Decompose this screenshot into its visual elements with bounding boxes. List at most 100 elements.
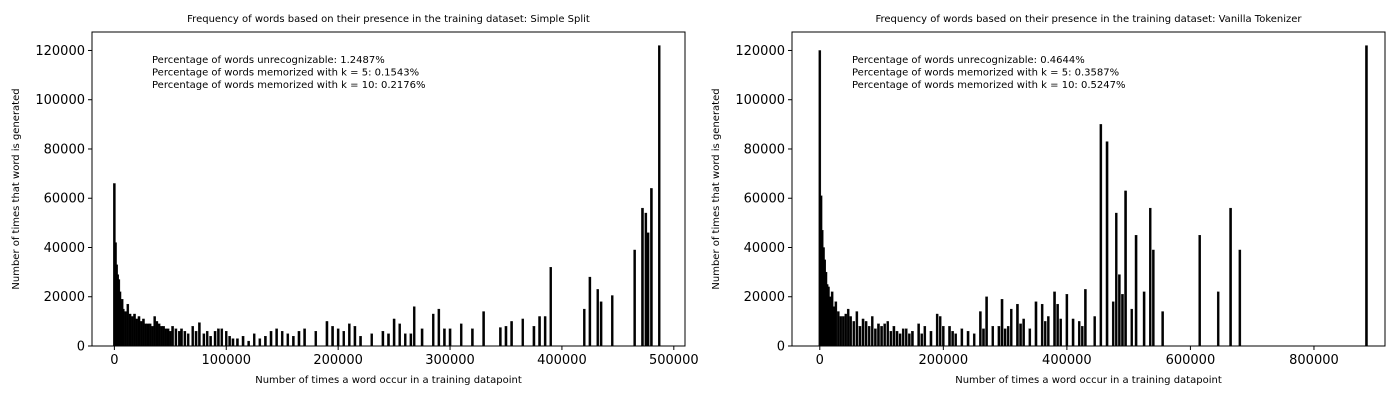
bar <box>611 295 614 347</box>
bar <box>898 333 902 347</box>
bar <box>191 326 194 347</box>
bar <box>997 326 1001 347</box>
bar <box>991 326 995 347</box>
bar <box>1065 294 1069 347</box>
bar <box>124 311 127 347</box>
bar <box>855 311 859 347</box>
y-tick-label: 60000 <box>44 192 85 207</box>
bar <box>225 331 228 347</box>
bar <box>1365 45 1368 347</box>
bar <box>448 328 452 347</box>
bar <box>122 308 125 347</box>
y-axis-label: Number of times that word is generated <box>711 88 722 289</box>
bar <box>1134 235 1138 347</box>
x-tick-label: 100000 <box>201 353 251 368</box>
bar <box>867 326 871 347</box>
bar <box>1105 141 1109 347</box>
bar <box>381 331 385 347</box>
y-axis-label: Number of times that word is generated <box>11 88 22 289</box>
bar <box>1010 308 1013 347</box>
bar <box>942 326 945 347</box>
bar <box>303 328 306 347</box>
x-tick-label: 200000 <box>313 353 363 368</box>
bar <box>633 249 636 347</box>
bar <box>275 328 278 347</box>
bar <box>1040 303 1044 347</box>
bar <box>160 326 163 347</box>
y-tick-label: 120000 <box>35 44 85 59</box>
bar <box>960 328 964 347</box>
y-tick-label: 0 <box>77 340 85 355</box>
bar <box>839 316 843 347</box>
bar <box>543 316 547 347</box>
axes-frame <box>791 31 1386 347</box>
bar-series <box>113 45 661 347</box>
bar <box>1115 212 1118 347</box>
bar <box>1047 316 1050 347</box>
bar <box>880 326 883 347</box>
bar <box>166 328 170 347</box>
bar <box>895 331 899 347</box>
bar <box>499 327 502 347</box>
bar <box>247 340 250 347</box>
bar <box>939 316 942 347</box>
bar <box>437 308 441 347</box>
bar <box>342 331 345 347</box>
bar <box>482 311 485 347</box>
y-tick-label: 80000 <box>744 142 785 157</box>
bar <box>157 323 161 347</box>
bar <box>901 328 905 347</box>
bar <box>348 323 351 347</box>
bar <box>135 318 138 347</box>
bar <box>164 328 168 347</box>
bar-series <box>818 45 1368 347</box>
bar <box>142 318 145 347</box>
bar <box>929 331 933 347</box>
annotation-line: Percentage of words memorized with k = 1… <box>852 80 1125 91</box>
y-tick-label: 80000 <box>44 142 85 157</box>
bar <box>1111 301 1115 347</box>
bar <box>420 328 424 347</box>
bar <box>217 328 220 347</box>
bar <box>1028 328 1032 347</box>
bar <box>837 311 840 347</box>
bar <box>404 333 407 347</box>
chart-title: Frequency of words based on their presen… <box>187 14 590 25</box>
bar <box>858 326 862 347</box>
bar <box>908 333 911 347</box>
chart-panel-2: Frequency of words based on their presen… <box>711 14 1386 386</box>
bar <box>861 318 865 347</box>
bar <box>398 323 401 347</box>
bar <box>471 328 474 347</box>
bar <box>131 316 134 347</box>
y-tick-label: 40000 <box>44 241 85 256</box>
bar <box>194 331 198 347</box>
x-tick-label: 0 <box>110 353 118 368</box>
bar <box>1081 326 1084 347</box>
annotation-line: Percentage of words memorized with k = 5… <box>852 68 1119 79</box>
bar <box>171 326 174 347</box>
bar <box>336 328 340 347</box>
bar <box>133 313 136 347</box>
bar <box>650 188 653 347</box>
bar <box>213 331 217 347</box>
bar <box>1056 303 1059 347</box>
bar <box>1124 190 1127 347</box>
bar <box>972 333 976 347</box>
bar <box>646 232 650 347</box>
bar <box>128 313 132 347</box>
bar <box>387 333 390 347</box>
bar <box>985 296 988 347</box>
bar <box>1118 274 1121 347</box>
x-tick-label: 800000 <box>1289 353 1339 368</box>
bar <box>889 331 893 347</box>
bar <box>139 321 143 347</box>
bar <box>151 326 154 347</box>
bar <box>886 321 889 347</box>
y-tick-label: 100000 <box>35 93 85 108</box>
bar <box>935 313 939 347</box>
bar <box>538 316 541 347</box>
bar <box>183 331 187 347</box>
bar <box>874 328 877 347</box>
